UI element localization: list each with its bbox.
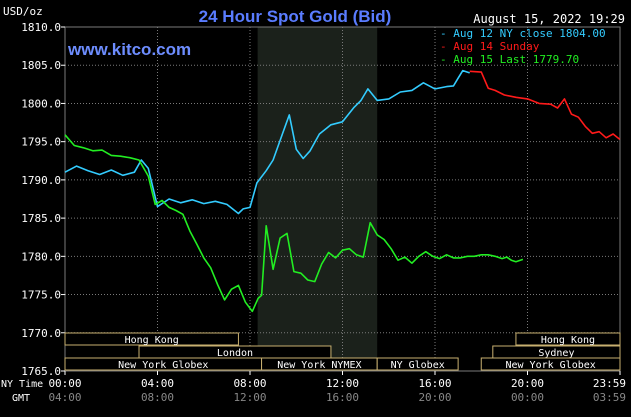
y-tick-label: 1770.0 (21, 327, 61, 340)
session-box: Hong Kong (64, 332, 239, 346)
nymex-session-highlight (257, 27, 378, 371)
session-box-frame (64, 332, 239, 346)
session-box: Sydney (492, 345, 621, 359)
session-box-frame (515, 332, 621, 346)
x-tick-label-ny: 23:59 (593, 377, 626, 390)
x-axis-ny-label: NY Time (1, 379, 43, 390)
y-tick-label: 1790.0 (21, 174, 61, 187)
session-box: New York Globex (480, 357, 621, 371)
y-axis-unit-label: USD/oz (3, 5, 43, 18)
site-watermark: www.kitco.com (67, 40, 191, 59)
session-box: London (138, 345, 332, 359)
session-label: London (217, 348, 253, 359)
y-tick-label: 1775.0 (21, 289, 61, 302)
session-label: New York Globex (505, 360, 595, 371)
chart-timestamp: August 15, 2022 19:29 (473, 12, 625, 26)
session-box: Hong Kong (515, 332, 621, 346)
chart-legend: - Aug 12 NY close 1804.00- Aug 14 Sunday… (440, 27, 606, 66)
y-tick-label: 1780.0 (21, 250, 61, 263)
x-tick-label-gmt: 08:00 (141, 391, 174, 404)
session-label: Sydney (538, 348, 574, 359)
legend-entry-2: - Aug 14 Sunday (440, 40, 540, 53)
legend-entry-1: - Aug 12 NY close 1804.00 (440, 27, 606, 40)
y-tick-label: 1810.0 (21, 21, 61, 34)
series-line-2 (469, 70, 621, 141)
x-axis-gmt-label: GMT (12, 393, 30, 404)
x-tick-label-ny: 00:00 (48, 377, 81, 390)
session-box-frame (480, 357, 621, 371)
y-tick-label: 1765.0 (21, 365, 61, 378)
x-tick-label-gmt: 00:00 (511, 391, 544, 404)
chart-title: 24 Hour Spot Gold (Bid) (199, 7, 392, 26)
x-tick-label-ny: 08:00 (233, 377, 266, 390)
series-line-3 (64, 134, 524, 313)
session-box-frame (376, 357, 459, 371)
session-label: Hong Kong (125, 335, 179, 346)
x-tick-label-gmt: 20:00 (418, 391, 451, 404)
x-tick-label-ny: 12:00 (326, 377, 359, 390)
session-box: NY Globex (376, 357, 459, 371)
x-tick-label-ny: 20:00 (511, 377, 544, 390)
session-box: New York Globex (64, 357, 263, 371)
session-label: New York NYMEX (277, 360, 361, 371)
y-tick-label: 1785.0 (21, 212, 61, 225)
session-label: Hong Kong (541, 335, 595, 346)
x-tick-label-gmt: 16:00 (326, 391, 359, 404)
series-line-1 (64, 69, 470, 215)
x-tick-label-gmt: 12:00 (233, 391, 266, 404)
y-tick-label: 1795.0 (21, 136, 61, 149)
session-box: New York NYMEX (261, 357, 378, 371)
legend-entry-3: - Aug 15 Last 1779.70 (440, 53, 579, 66)
plot-area: 1810.0 1805.0 1800.0 1795.0 1790.0 1785.0 1780… (21, 21, 626, 404)
session-label: NY Globex (391, 360, 445, 371)
y-tick-label: 1800.0 (21, 97, 61, 110)
x-tick-label-gmt: 03:59 (593, 391, 626, 404)
session-label: New York Globex (118, 360, 208, 371)
x-tick-label-gmt: 04:00 (48, 391, 81, 404)
x-tick-label-ny: 04:00 (141, 377, 174, 390)
x-tick-label-ny: 16:00 (418, 377, 451, 390)
y-tick-label: 1805.0 (21, 59, 61, 72)
